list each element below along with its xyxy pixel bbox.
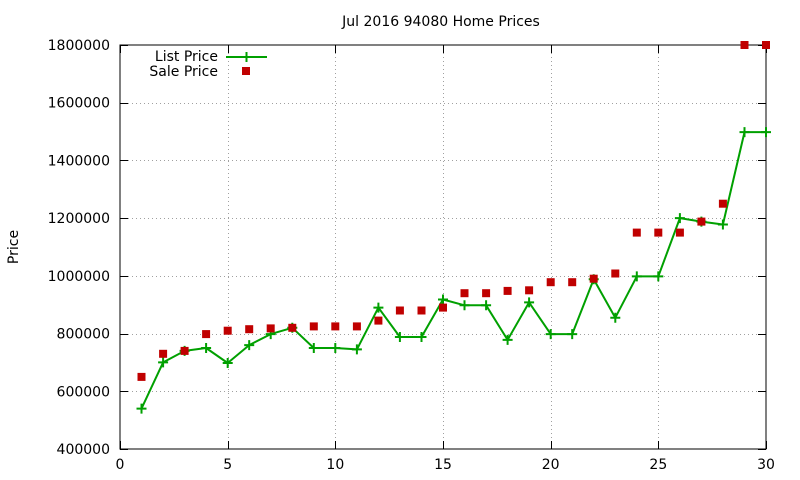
tick-labels: 0 5 10 15 20 25 30 400000 600000 800000 1000000 120… [48, 38, 775, 473]
data-point-list-price [717, 219, 728, 230]
y-tick-label: 800000 [57, 327, 110, 343]
data-point-list-price [373, 302, 384, 313]
legend-marker-list-price [241, 52, 252, 62]
data-point-sale-price [266, 324, 275, 333]
data-point-list-price [438, 294, 448, 305]
y-tick-label: 1000000 [48, 269, 110, 285]
data-point-list-price [739, 127, 750, 138]
data-point-list-price [502, 334, 513, 345]
legend-label-list-price: List Price [155, 49, 218, 65]
data-point-sale-price [568, 278, 577, 287]
legend-label-sale-price: Sale Price [149, 64, 218, 80]
x-tick-label: 15 [434, 457, 452, 473]
data-point-sale-price [374, 316, 383, 325]
data-point-list-price [631, 271, 642, 282]
data-point-sale-price [546, 278, 555, 287]
y-tick-label: 600000 [57, 384, 110, 400]
data-point-sale-price [525, 286, 534, 295]
data-point-sale-price [718, 199, 727, 208]
data-point-list-price [653, 271, 664, 282]
data-point-sale-price [395, 306, 404, 315]
data-point-sale-price [611, 269, 620, 278]
data-point-sale-price [697, 217, 706, 226]
y-axis-label: Price [6, 230, 22, 264]
plot-frame [119, 44, 767, 450]
data-point-list-price [610, 312, 621, 323]
data-point-list-price [524, 297, 535, 308]
data-point-list-price [158, 357, 169, 368]
y-tick-label: 1600000 [48, 96, 110, 112]
data-point-list-price [481, 300, 492, 311]
data-point-sale-price [202, 330, 211, 339]
data-point-sale-price [740, 41, 749, 49]
data-point-list-price [222, 358, 233, 368]
data-point-sale-price [675, 228, 684, 237]
data-point-sale-price [589, 274, 598, 283]
series-sale-price [137, 41, 770, 381]
grid [120, 45, 766, 449]
data-point-list-price [674, 213, 685, 224]
data-point-sale-price [352, 322, 361, 331]
data-point-list-price [136, 403, 147, 414]
x-tick-label: 10 [326, 457, 344, 473]
data-point-sale-price [632, 228, 641, 237]
legend: List Price Sale Price [149, 49, 267, 80]
data-point-sale-price [159, 349, 168, 358]
data-point-sale-price [482, 289, 491, 298]
chart-title: Jul 2016 94080 Home Prices [341, 14, 540, 30]
data-point-sale-price [439, 303, 447, 312]
series-line-list-price [140, 131, 766, 410]
data-point-sale-price [503, 286, 512, 295]
data-point-list-price [330, 343, 341, 353]
data-point-list-price [567, 329, 578, 340]
x-tick-label: 0 [116, 457, 125, 473]
y-tick-label: 1200000 [48, 211, 110, 227]
data-point-sale-price [223, 326, 232, 335]
data-point-sale-price [762, 41, 770, 49]
data-point-sale-price [460, 289, 469, 298]
data-point-list-price [308, 343, 319, 353]
data-point-sale-price [288, 323, 297, 332]
x-tick-label: 25 [649, 457, 667, 473]
data-point-list-price [761, 127, 771, 138]
data-point-sale-price [180, 346, 189, 355]
data-point-list-price [416, 332, 427, 342]
x-tick-label: 20 [542, 457, 560, 473]
data-point-list-price [394, 332, 405, 342]
x-tick-label: 30 [757, 457, 775, 473]
data-point-sale-price [331, 322, 340, 331]
data-point-list-price [244, 340, 255, 351]
legend-marker-sale-price [242, 67, 250, 75]
data-point-list-price [545, 329, 556, 340]
data-point-sale-price [417, 306, 426, 315]
x-tick-label: 5 [223, 457, 232, 473]
series-layer [136, 41, 771, 414]
y-tick-label: 400000 [57, 442, 110, 458]
data-point-sale-price [654, 228, 663, 237]
data-point-list-price [459, 300, 470, 311]
data-point-list-price [201, 343, 212, 353]
data-point-sale-price [137, 372, 146, 381]
data-point-sale-price [309, 322, 318, 331]
y-tick-label: 1400000 [48, 153, 110, 169]
data-point-list-price [351, 344, 362, 355]
y-tick-label: 1800000 [48, 38, 110, 54]
data-point-sale-price [245, 325, 254, 334]
